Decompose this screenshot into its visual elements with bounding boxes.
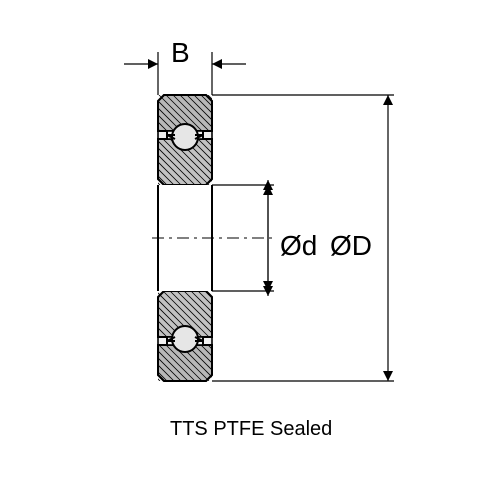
diagram-caption: TTS PTFE Sealed <box>170 418 332 441</box>
dimension-label-B: B <box>171 37 190 69</box>
dimension-label-d: Ød <box>280 230 317 262</box>
dimension-label-D: ØD <box>330 230 372 262</box>
